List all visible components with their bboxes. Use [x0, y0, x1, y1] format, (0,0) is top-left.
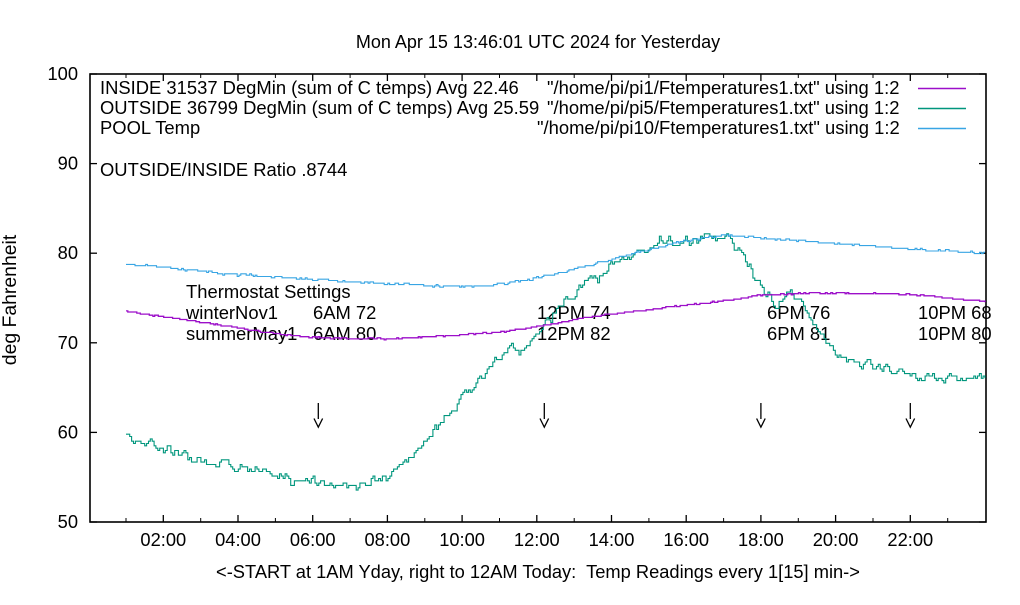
svg-text:16:00: 16:00: [663, 529, 709, 550]
svg-text:08:00: 08:00: [365, 529, 411, 550]
svg-text:Mon Apr 15 13:46:01 UTC 2024 f: Mon Apr 15 13:46:01 UTC 2024 for Yesterd…: [356, 32, 720, 52]
svg-text:OUTSIDE/INSIDE Ratio .8744: OUTSIDE/INSIDE Ratio .8744: [100, 159, 347, 180]
svg-text:80: 80: [58, 242, 78, 263]
svg-text:90: 90: [58, 153, 78, 174]
svg-text:22:00: 22:00: [887, 529, 933, 550]
svg-text:INSIDE 31537 DegMin (sum of C: INSIDE 31537 DegMin (sum of C temps) Avg…: [100, 77, 899, 98]
svg-text:100: 100: [47, 63, 78, 84]
svg-text:06:00: 06:00: [290, 529, 336, 550]
svg-text:10:00: 10:00: [439, 529, 485, 550]
svg-text:20:00: 20:00: [813, 529, 859, 550]
svg-text:18:00: 18:00: [738, 529, 784, 550]
svg-text:Thermostat Settings: Thermostat Settings: [186, 281, 351, 302]
svg-text:14:00: 14:00: [589, 529, 635, 550]
svg-text:deg Fahrenheit: deg Fahrenheit: [0, 234, 21, 365]
svg-text:50: 50: [58, 511, 78, 532]
svg-text:12:00: 12:00: [514, 529, 560, 550]
svg-text:70: 70: [58, 332, 78, 353]
svg-text:02:00: 02:00: [140, 529, 186, 550]
svg-text:04:00: 04:00: [215, 529, 261, 550]
svg-text:60: 60: [58, 421, 78, 442]
svg-text:<-START at 1AM Yday, right to: <-START at 1AM Yday, right to 12AM Today…: [216, 561, 860, 582]
svg-text:OUTSIDE 36799 DegMin (sum of C: OUTSIDE 36799 DegMin (sum of C temps) Av…: [100, 97, 899, 118]
